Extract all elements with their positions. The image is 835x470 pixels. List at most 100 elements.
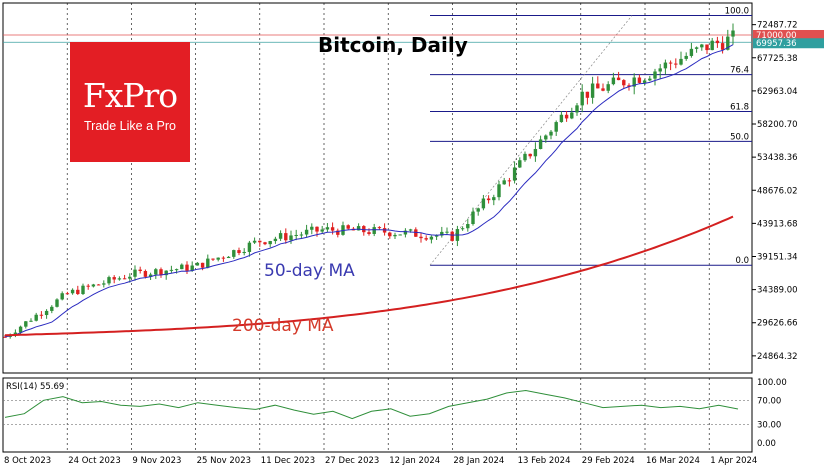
price-tick-label: 29626.66 [757,319,798,329]
candle-body [663,62,668,69]
candle-body [611,77,616,85]
candle-body [200,262,205,268]
price-tick-label: 48676.02 [757,186,798,196]
candle-body [55,299,59,307]
candle-body [299,234,304,236]
candle-body [466,224,470,229]
candle-body [549,131,553,136]
candle-body [372,227,376,234]
candle-body [18,326,23,333]
date-tick-label: 12 Jan 2024 [389,456,440,466]
candle-body [429,236,434,240]
fxpro-logo: FxPro Trade Like a Pro [70,42,190,162]
date-tick-label: 27 Dec 2023 [325,456,379,466]
candle-body [247,242,252,252]
candle-body [310,226,314,230]
candle-body [34,314,38,321]
bid-price-tag-label: 69957.36 [756,39,797,49]
fib-trendline [429,15,633,266]
price-tick-label: 62963.04 [757,87,798,97]
candle-body [206,258,210,268]
candle-body [169,269,174,271]
candle-body [242,251,246,254]
candle-body [39,314,44,316]
candle-body [76,289,80,295]
date-tick-label: 11 Dec 2023 [261,456,315,466]
candle-body [294,234,298,236]
candle-body [268,241,272,245]
candle-body [325,227,330,230]
candle-body [419,236,423,239]
candle-body [221,257,226,259]
candle-body [533,148,538,157]
candle-body [86,285,90,287]
candle-body [346,225,350,229]
candle-body [700,44,704,48]
candle-body [60,293,64,300]
price-tick-label: 72487.72 [757,21,798,31]
date-tick-label: 25 Nov 2023 [197,456,251,466]
candle-body [471,211,475,225]
candle-body [715,40,720,44]
candle-body [96,284,101,286]
candle-body [336,230,340,235]
candle-body [91,284,96,287]
date-tick-label: 28 Jan 2024 [453,456,504,466]
candle-body [128,276,132,279]
candle-body [668,62,673,64]
date-tick-label: 16 Mar 2024 [646,456,700,466]
candle-body [440,231,444,236]
candle-body [320,229,324,232]
candle-body [434,235,439,237]
candle-body [424,238,428,240]
candle-body [252,240,257,243]
candle-body [185,264,189,271]
candle-body [523,153,527,161]
candle-body [29,320,33,322]
candle-body [258,240,262,243]
candle-body [278,233,283,239]
candle-body [679,58,683,65]
candle-body [122,278,127,280]
candle-body [627,85,631,87]
candle-body [632,77,636,87]
fib-level-label: 61.8 [730,102,749,112]
candle-body [216,257,220,260]
candle-body [570,112,574,119]
price-tick-label: 58200.70 [757,120,798,130]
candle-body [606,84,610,91]
rsi-tick-label: 30.00 [757,421,781,431]
candle-body [492,197,496,201]
candle-body [273,238,278,242]
date-tick-label: 13 Feb 2024 [518,456,571,466]
price-tick-label: 53438.36 [757,153,798,163]
candle-body [585,91,590,98]
candle-body [564,114,569,119]
rsi-tick-label: 100.00 [757,378,787,388]
candle-body [13,332,18,335]
candle-body [502,180,506,185]
ask-price-tag [753,29,824,40]
candle-body [512,167,517,181]
fib-level-label: 50.0 [730,132,749,142]
candle-body [3,336,7,338]
candle-body [528,153,532,157]
candle-body [575,105,579,113]
candle-body [315,226,319,232]
candle-body [445,231,449,233]
ma50-label: 50-day MA [264,261,355,281]
candle-body [367,232,371,234]
candle-body [284,233,288,241]
candle-body [50,306,54,311]
candle-body [689,48,694,56]
candle-body [81,285,85,295]
candle-body [117,278,122,280]
price-tick-label: 24864.32 [757,352,798,362]
candle-body [518,160,522,168]
candle-body [726,36,730,50]
candle-body [148,274,153,277]
candle-body [450,231,454,241]
candle-body [232,250,236,257]
candle-body [195,262,200,266]
rsi-line [4,389,739,420]
